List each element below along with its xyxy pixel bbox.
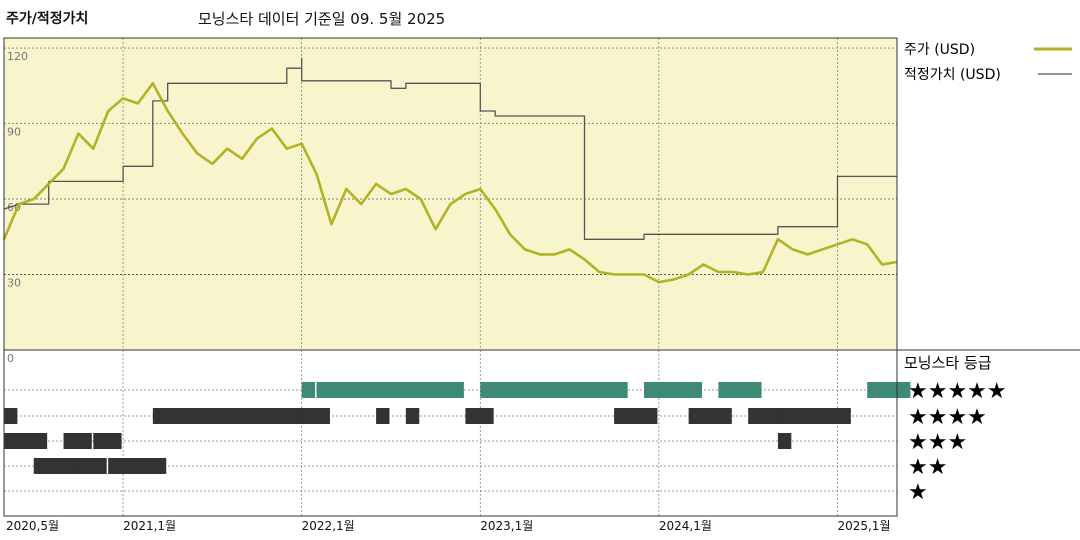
rating-bar-5-star [316, 382, 464, 398]
chart-section-title: 주가/적정가치 [6, 11, 89, 27]
rating-bar-4-star [465, 408, 494, 424]
x-tick-label: 2023,1월 [480, 519, 533, 533]
rating-bars [4, 382, 911, 474]
rating-bar-3-star [93, 433, 122, 449]
rating-bar-4-star [376, 408, 390, 424]
star-label-3: ★★★ [908, 430, 967, 455]
rating-bar-2-star [33, 458, 92, 474]
rating-bar-5-star [614, 382, 628, 398]
rating-legend-title: 모닝스타 등급 [904, 354, 992, 372]
x-tick-label: 2021,1월 [123, 519, 176, 533]
rating-axis-label: 0 [7, 352, 14, 365]
rating-bar-4-star [405, 408, 420, 424]
rating-bar-2-star [108, 458, 167, 474]
rating-bar-5-star [718, 382, 762, 398]
rating-bar-3-star [4, 433, 48, 449]
y-tick-label: 90 [7, 126, 21, 139]
legend-fair-value-label: 적정가치 (USD) [904, 67, 1001, 83]
rating-bar-3-star [63, 433, 92, 449]
rating-bar-5-star [480, 382, 628, 398]
rating-bar-4-star [152, 408, 316, 424]
fair-value-series-line [3, 57, 897, 240]
rating-bar-5-star [643, 382, 703, 398]
series-lines [2, 57, 898, 284]
rating-bar-4-star [688, 408, 732, 424]
rating-bar-2-star [78, 458, 107, 474]
rating-bar-5-star [301, 382, 316, 398]
rating-bar-4-star [777, 408, 851, 424]
star-label-1: ★ [908, 480, 928, 505]
star-label-4: ★★★★ [908, 405, 987, 430]
rating-bar-3-star [777, 433, 792, 449]
rating-star-labels: ★★★★★★★★★★★★★★★ [908, 379, 1007, 505]
rating-bar-4-star [4, 408, 18, 424]
x-axis-ticks: 2020,5월 2021,1월 2022,1월 2023,1월 2024,1월 2025,… [6, 519, 890, 533]
data-date-caption: 모닝스타 데이터 기준일 09. 5월 2025 [198, 10, 446, 28]
x-tick-label: 2024,1월 [659, 519, 712, 533]
x-tick-label: 2022,1월 [302, 519, 355, 533]
legend-price-label: 주가 (USD) [904, 42, 975, 58]
x-tick-label: 2025,1월 [837, 519, 890, 533]
star-label-5: ★★★★★ [908, 379, 1007, 404]
rating-bar-4-star [301, 408, 330, 424]
price-plot-area [4, 38, 897, 350]
y-tick-label: 30 [7, 277, 21, 290]
price-series-line [2, 82, 898, 284]
rating-plot-frame [3, 349, 898, 517]
y-tick-label: 120 [7, 50, 28, 63]
x-tick-label: 2020,5월 [6, 519, 59, 533]
rating-bar-5-star [867, 382, 911, 398]
rating-bar-4-star [614, 408, 658, 424]
star-label-2: ★★ [908, 455, 947, 480]
